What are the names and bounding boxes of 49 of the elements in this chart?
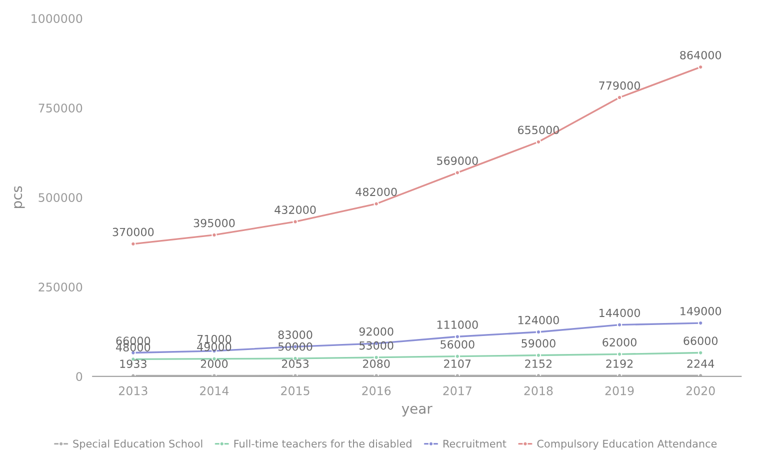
y-tick-label: 0 xyxy=(76,372,82,382)
data-label: 1933 xyxy=(120,360,146,368)
legend-label: Compulsory Education Attendance xyxy=(537,440,717,450)
data-label: 2053 xyxy=(282,360,309,368)
data-label: 144000 xyxy=(600,308,640,318)
data-label: 66000 xyxy=(116,336,150,346)
data-label: 370000 xyxy=(112,228,154,236)
data-label: 2192 xyxy=(606,359,633,368)
data-label: 2000 xyxy=(200,360,228,368)
data-label: 83000 xyxy=(278,330,312,339)
x-tick-label: 2015 xyxy=(281,386,310,396)
data-label: 111000 xyxy=(437,320,478,329)
data-label: 59000 xyxy=(522,339,556,348)
y-tick-label: 500000 xyxy=(38,193,82,202)
data-label: 92000 xyxy=(359,327,394,336)
y-axis-title: pcs xyxy=(14,186,25,208)
data-label: 62000 xyxy=(602,338,636,346)
data-label: 482000 xyxy=(356,188,397,196)
data-label: 56000 xyxy=(440,340,474,349)
x-tick-label: 2017 xyxy=(443,386,472,396)
data-label: 655000 xyxy=(518,126,559,134)
y-tick-label: 1000000 xyxy=(32,14,82,24)
data-label: 2107 xyxy=(444,360,471,368)
data-label: 49000 xyxy=(197,342,232,352)
x-tick-label: 2018 xyxy=(524,386,553,396)
x-tick-label: 2014 xyxy=(200,386,229,396)
data-label: 2080 xyxy=(363,360,390,368)
data-label: 53000 xyxy=(360,341,394,350)
y-tick-label: 250000 xyxy=(38,282,82,292)
x-tick-label: 2019 xyxy=(605,386,634,396)
data-label: 395000 xyxy=(194,218,235,228)
legend-label: Special Education School xyxy=(73,440,202,450)
x-tick-label: 2013 xyxy=(119,386,148,396)
x-tick-label: 2016 xyxy=(362,386,391,396)
x-axis-title: year xyxy=(402,406,432,417)
data-label: 2244 xyxy=(687,359,714,368)
data-label: 569000 xyxy=(437,156,478,165)
data-label: 71000 xyxy=(197,334,232,344)
data-label: 432000 xyxy=(274,206,316,214)
data-label: 779000 xyxy=(599,81,640,90)
data-label: 124000 xyxy=(518,316,559,324)
legend-label: Full-time teachers for the disabled xyxy=(234,440,412,448)
x-tick-label: 2020 xyxy=(686,386,715,396)
data-label: 66000 xyxy=(684,336,718,346)
data-label: 2152 xyxy=(525,359,552,368)
data-label: 864000 xyxy=(680,50,722,60)
data-label: 149000 xyxy=(680,306,722,316)
legend-label: Recruitment xyxy=(443,440,506,448)
y-tick-label: 750000 xyxy=(38,104,82,113)
